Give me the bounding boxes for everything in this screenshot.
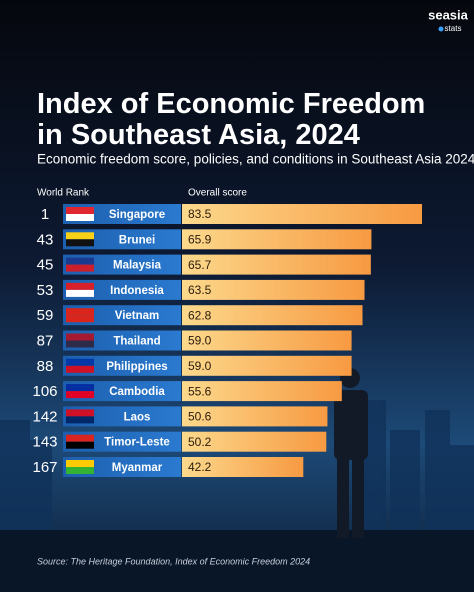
rank: 43 (37, 231, 54, 248)
flag (66, 264, 94, 272)
bar (182, 355, 352, 376)
skyline (0, 400, 474, 540)
country-label: Timor-Leste (104, 437, 170, 449)
flag (66, 391, 94, 399)
flag (66, 460, 94, 467)
country-label: Philippines (106, 361, 167, 373)
bar (182, 305, 363, 326)
flag (66, 416, 94, 424)
country-label: Brunei (119, 234, 155, 246)
value-label: 63.5 (188, 283, 212, 297)
country-label: Singapore (109, 209, 165, 221)
bar (182, 381, 342, 402)
flag (66, 282, 94, 290)
bar (182, 431, 327, 452)
country-label: Myanmar (112, 462, 163, 474)
flag (66, 467, 94, 474)
bar (182, 254, 371, 275)
flag (66, 239, 94, 247)
value-label: 59.0 (188, 334, 212, 348)
value-label: 42.2 (188, 460, 212, 474)
flag (66, 365, 94, 373)
rank: 59 (37, 307, 54, 324)
flag (66, 207, 94, 214)
rank: 87 (37, 332, 54, 349)
rank: 106 (32, 383, 57, 400)
value-label: 59.0 (188, 359, 212, 373)
country-label: Cambodia (109, 386, 165, 398)
bar (182, 406, 328, 427)
country-label: Vietnam (115, 310, 160, 322)
bar (182, 229, 372, 250)
brand-name: seasia (428, 7, 469, 22)
flag (66, 434, 94, 442)
flag (66, 441, 94, 449)
rank: 142 (32, 408, 57, 425)
value-label: 55.6 (188, 384, 212, 398)
flag (66, 315, 94, 323)
country-label: Malaysia (113, 260, 162, 272)
value-label: 65.7 (188, 258, 212, 272)
bar (182, 279, 365, 300)
bar (182, 457, 304, 477)
rank: 53 (37, 282, 54, 299)
flag (66, 257, 94, 265)
flag (66, 308, 94, 316)
value-header: Overall score (188, 188, 247, 199)
flag (66, 333, 94, 341)
bar (182, 330, 352, 351)
rank: 167 (32, 459, 57, 476)
country-label: Indonesia (110, 285, 164, 297)
value-label: 50.6 (188, 410, 212, 424)
brand-dot (438, 26, 444, 32)
bar (182, 204, 422, 224)
rank: 143 (32, 434, 57, 451)
chart-subtitle: Economic freedom score, policies, and co… (37, 152, 474, 167)
value-label: 62.8 (188, 308, 212, 322)
value-label: 65.9 (188, 232, 212, 246)
rank: 1 (41, 206, 49, 223)
ground (0, 530, 474, 592)
flag (66, 232, 94, 240)
businessman (334, 368, 368, 538)
value-label: 50.2 (188, 435, 212, 449)
flag (66, 214, 94, 221)
value-label: 83.5 (188, 207, 212, 221)
flag (66, 384, 94, 392)
rank: 45 (37, 257, 54, 274)
flag (66, 358, 94, 366)
brand-sub: stats (445, 24, 462, 33)
chart-title: Index of Economic Freedom in Southeast As… (37, 88, 425, 151)
flag (66, 340, 94, 348)
country-label: Laos (124, 411, 151, 423)
flag (66, 289, 94, 297)
rank-header: World Rank (37, 188, 90, 199)
country-label: Thailand (113, 336, 160, 348)
source: Source: The Heritage Foundation, Index o… (37, 556, 310, 566)
rank: 88 (37, 358, 54, 375)
flag (66, 409, 94, 417)
